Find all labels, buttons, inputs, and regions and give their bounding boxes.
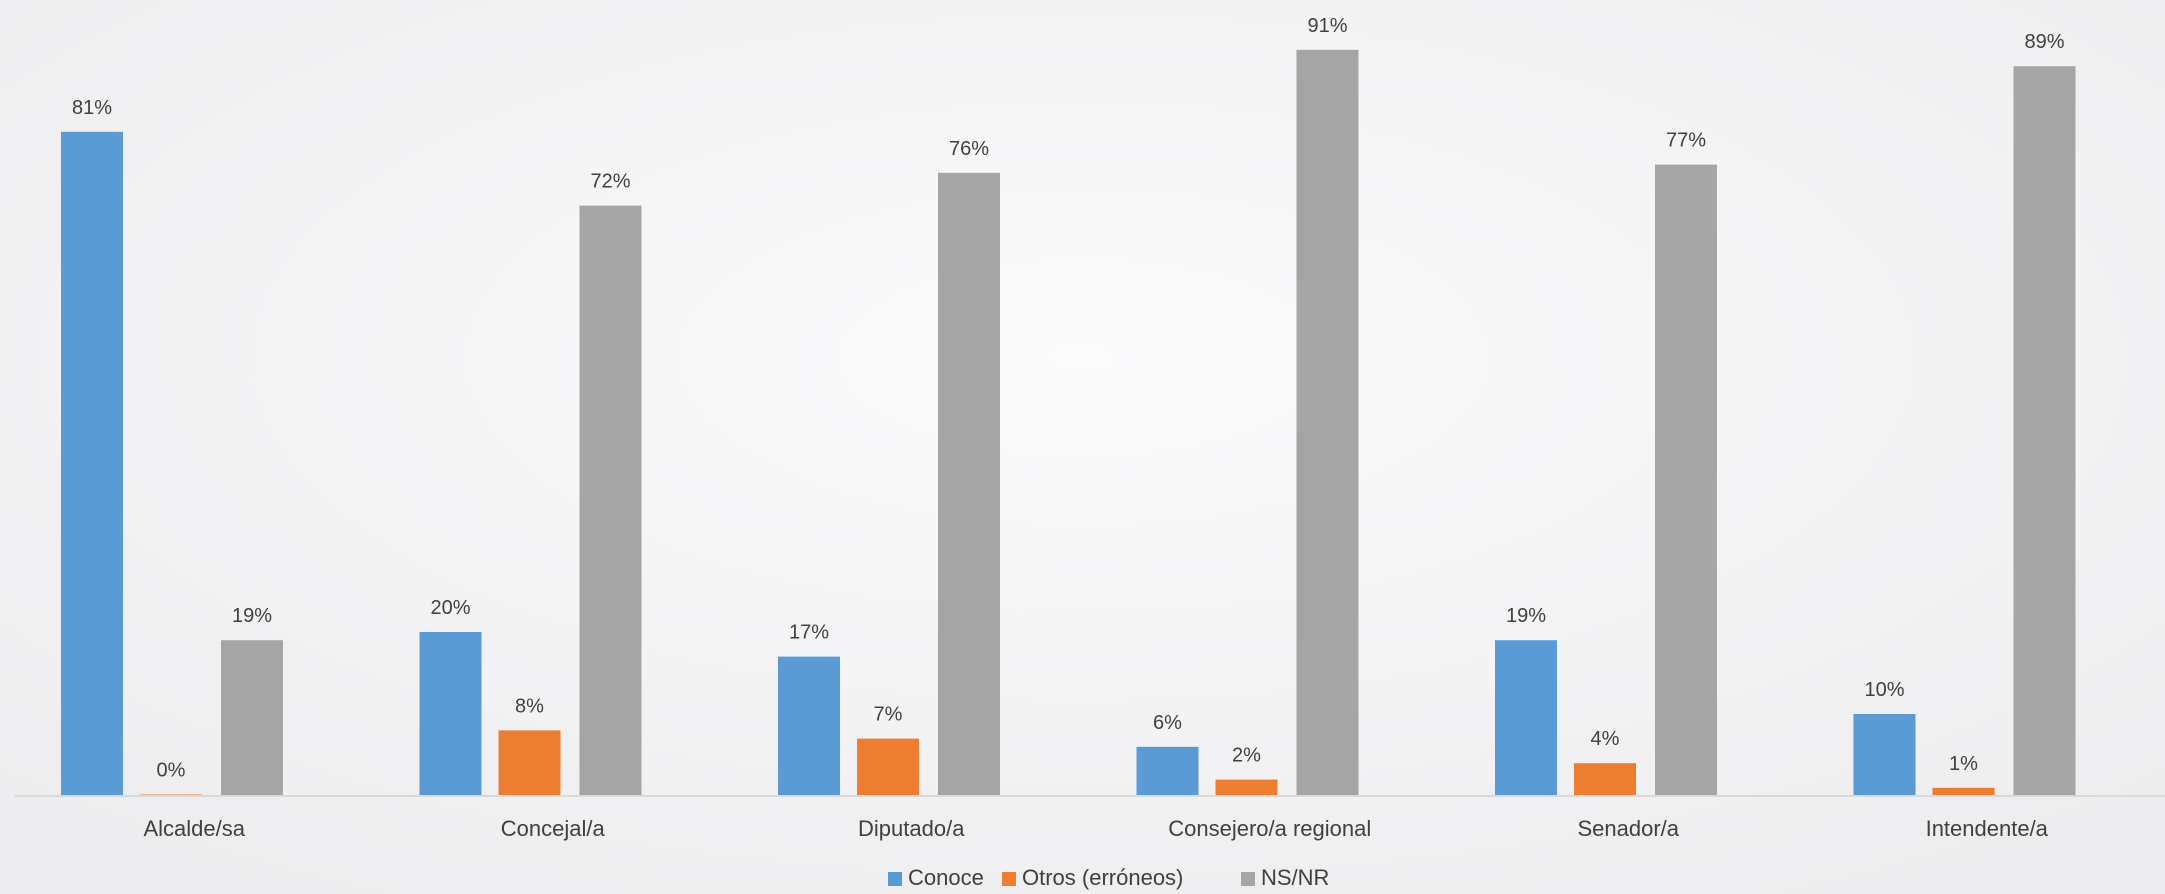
data-label-otros-erroneos-senador-a: 4% xyxy=(1591,728,1620,750)
bar-ns-nr-concejal-a xyxy=(580,206,642,796)
data-label-otros-erroneos-intendente-a: 1% xyxy=(1949,753,1978,775)
bar-ns-nr-intendente-a xyxy=(2014,66,2076,796)
bar-ns-nr-senador-a xyxy=(1655,165,1717,796)
legend-swatch-conoce xyxy=(888,872,902,886)
data-label-ns-nr-alcalde-sa: 19% xyxy=(232,605,272,627)
data-label-conoce-diputado-a: 17% xyxy=(789,622,829,644)
data-label-ns-nr-senador-a: 77% xyxy=(1666,130,1706,152)
bar-conoce-senador-a xyxy=(1495,640,1557,796)
bar-otros-erroneos-diputado-a xyxy=(857,739,919,796)
data-label-otros-erroneos-concejal-a: 8% xyxy=(515,695,544,717)
data-label-conoce-concejal-a: 20% xyxy=(430,597,470,619)
legend-label-otros-erroneos: Otros (erróneos) xyxy=(1022,865,1183,890)
x-tick-diputado-a: Diputado/a xyxy=(858,816,965,841)
x-tick-intendente-a: Intendente/a xyxy=(1926,816,2049,841)
legend-label-conoce: Conoce xyxy=(908,865,984,890)
data-label-conoce-intendente-a: 10% xyxy=(1864,679,1904,701)
bar-ns-nr-consejero-a-regional xyxy=(1297,50,1359,796)
bar-conoce-concejal-a xyxy=(420,632,482,796)
bar-conoce-alcalde-sa xyxy=(61,132,123,796)
legend-swatch-ns-nr xyxy=(1241,872,1255,886)
data-label-otros-erroneos-consejero-a-regional: 2% xyxy=(1232,745,1261,767)
legend-swatch-otros-erroneos xyxy=(1002,872,1016,886)
data-label-ns-nr-intendente-a: 89% xyxy=(2024,31,2064,53)
legend-item-otros-erroneos: Otros (erróneos) xyxy=(1002,865,1183,890)
bar-ns-nr-diputado-a xyxy=(938,173,1000,796)
x-tick-concejal-a: Concejal/a xyxy=(501,816,606,841)
data-label-otros-erroneos-alcalde-sa: 0% xyxy=(157,760,186,782)
data-label-ns-nr-consejero-a-regional: 91% xyxy=(1307,15,1347,37)
bar-conoce-consejero-a-regional xyxy=(1137,747,1199,796)
bar-conoce-intendente-a xyxy=(1854,714,1916,796)
bar-otros-erroneos-concejal-a xyxy=(499,730,561,796)
x-tick-consejero-a-regional: Consejero/a regional xyxy=(1168,816,1371,841)
data-label-otros-erroneos-diputado-a: 7% xyxy=(874,704,903,726)
legend: Conoce Otros (erróneos) NS/NR xyxy=(888,865,1329,890)
data-label-conoce-consejero-a-regional: 6% xyxy=(1153,712,1182,734)
bar-otros-erroneos-consejero-a-regional xyxy=(1216,780,1278,796)
x-tick-alcalde-sa: Alcalde/sa xyxy=(143,816,245,841)
bar-ns-nr-alcalde-sa xyxy=(221,640,283,796)
bar-otros-erroneos-intendente-a xyxy=(1933,788,1995,796)
data-label-conoce-senador-a: 19% xyxy=(1506,605,1546,627)
data-label-ns-nr-concejal-a: 72% xyxy=(590,171,630,193)
data-label-conoce-alcalde-sa: 81% xyxy=(72,97,112,119)
bar-conoce-diputado-a xyxy=(778,657,840,796)
bar-otros-erroneos-senador-a xyxy=(1574,763,1636,796)
x-tick-senador-a: Senador/a xyxy=(1577,816,1679,841)
data-label-ns-nr-diputado-a: 76% xyxy=(949,138,989,160)
legend-label-ns-nr: NS/NR xyxy=(1261,865,1329,890)
